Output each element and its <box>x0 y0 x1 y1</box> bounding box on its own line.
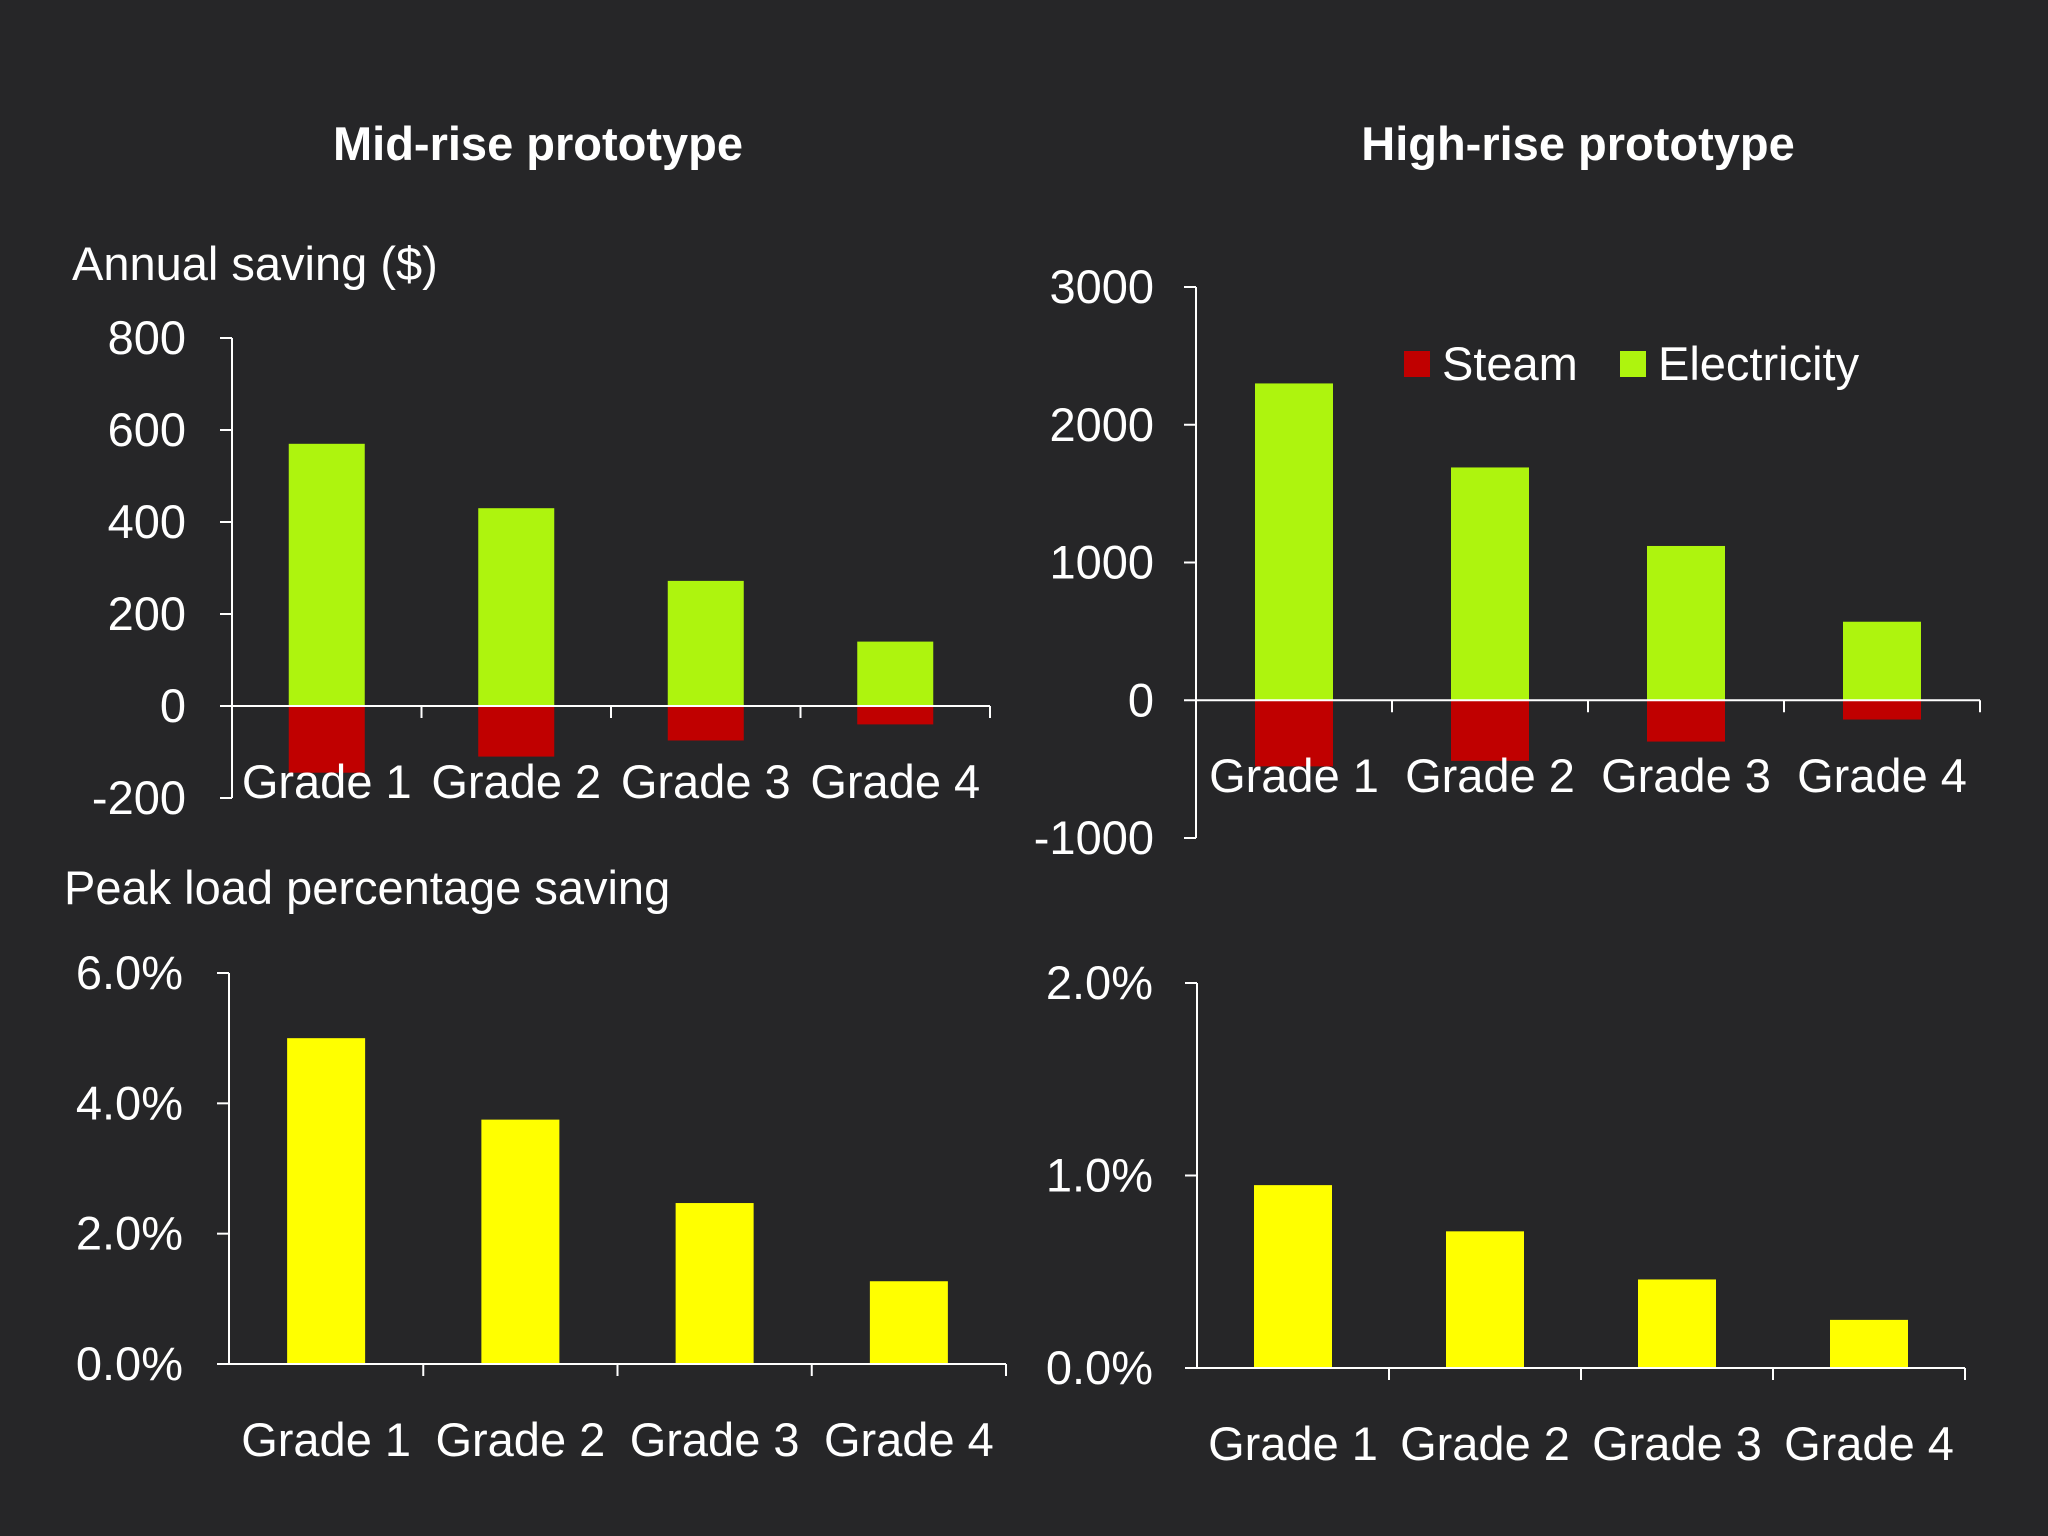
mid-peak-y-tick-label: 0.0% <box>76 1337 183 1390</box>
high-annual-bar-steam-4 <box>1843 700 1921 720</box>
high-peak-bar-peak-load-saving--2 <box>1446 1231 1524 1368</box>
mid-peak-category-label: Grade 3 <box>630 1413 800 1466</box>
high-annual-y-tick-label: 0 <box>1128 673 1154 726</box>
mid-peak-category-label: Grade 1 <box>241 1413 411 1466</box>
high-annual-category-label: Grade 2 <box>1405 749 1575 802</box>
mid-peak-bar-peak-load-saving--1 <box>287 1038 366 1364</box>
high-annual-category-label: Grade 3 <box>1601 749 1771 802</box>
high-annual-y-tick-label: 1000 <box>1049 536 1154 589</box>
mid-peak-bar-peak-load-saving--2 <box>481 1119 560 1364</box>
annual-saving-label: Annual saving ($) <box>72 237 438 290</box>
mid-annual-y-tick-label: 0 <box>160 679 186 732</box>
high-annual-y-tick-label: 3000 <box>1049 260 1154 313</box>
mid-annual-y-tick-label: 200 <box>108 587 186 640</box>
legend: Steam Electricity <box>1404 337 1860 390</box>
high-peak-category-label: Grade 4 <box>1784 1417 1954 1470</box>
high-annual-category-label: Grade 4 <box>1797 749 1967 802</box>
mid-rise-title: Mid-rise prototype <box>333 117 743 170</box>
high-peak-y-tick-label: 0.0% <box>1046 1341 1153 1394</box>
high-rise-peak-load-chart: 2.0% 1.0% 0.0% Grade 1 Grade 2 Grade 3 Grade 4 <box>1046 956 1966 1470</box>
mid-annual-category-label: Grade 2 <box>431 755 601 808</box>
high-peak-y-tick-label: 2.0% <box>1046 956 1153 1009</box>
mid-annual-y-tick-label: 400 <box>108 495 186 548</box>
mid-annual-bar-steam-2 <box>478 706 555 757</box>
high-peak-y-tick-label: 1.0% <box>1046 1149 1153 1202</box>
legend-steam-swatch <box>1404 351 1430 377</box>
mid-peak-bar-peak-load-saving--4 <box>869 1281 948 1364</box>
high-annual-bar-electricity-2 <box>1451 467 1529 701</box>
high-peak-bar-peak-load-saving--3 <box>1638 1279 1716 1368</box>
legend-electricity-label: Electricity <box>1658 337 1860 390</box>
mid-annual-y-tick-label: 800 <box>108 311 186 364</box>
high-peak-category-label: Grade 1 <box>1208 1417 1378 1470</box>
mid-annual-category-label: Grade 3 <box>621 755 791 808</box>
high-annual-category-label: Grade 1 <box>1209 749 1379 802</box>
high-rise-annual-saving-chart: 3000 2000 1000 0 -1000 Grade 1 Grade 2 Grade 3 G… <box>1034 260 1981 864</box>
high-annual-bar-electricity-4 <box>1843 621 1921 701</box>
high-peak-category-label: Grade 3 <box>1592 1417 1762 1470</box>
mid-annual-bar-electricity-3 <box>667 580 744 706</box>
high-annual-bar-electricity-3 <box>1647 545 1725 701</box>
mid-peak-category-label: Grade 4 <box>824 1413 994 1466</box>
mid-annual-bar-electricity-1 <box>288 443 365 706</box>
mid-annual-bar-steam-4 <box>857 706 934 725</box>
mid-annual-category-label: Grade 4 <box>810 755 980 808</box>
mid-rise-annual-saving-chart: 800 600 400 200 0 -200 Grade 1 Grade 2 Grade 3 Gr… <box>92 311 991 824</box>
high-annual-bar-steam-3 <box>1647 700 1725 742</box>
mid-rise-peak-load-chart: 6.0% 4.0% 2.0% 0.0% Grade 1 Grade 2 Grade 3 Gra… <box>76 946 1007 1466</box>
high-peak-category-label: Grade 2 <box>1400 1417 1570 1470</box>
mid-annual-bar-steam-3 <box>667 706 744 741</box>
mid-peak-y-tick-label: 6.0% <box>76 946 183 999</box>
high-rise-title: High-rise prototype <box>1361 117 1794 170</box>
legend-electricity-swatch <box>1620 351 1646 377</box>
mid-peak-category-label: Grade 2 <box>435 1413 605 1466</box>
peak-load-label: Peak load percentage saving <box>64 861 670 914</box>
mid-annual-y-tick-label: 600 <box>108 403 186 456</box>
high-annual-bar-electricity-1 <box>1255 383 1333 701</box>
high-peak-bar-peak-load-saving--1 <box>1254 1185 1332 1368</box>
legend-steam-label: Steam <box>1442 337 1578 390</box>
mid-annual-bar-electricity-4 <box>857 641 934 706</box>
mid-peak-bar-peak-load-saving--3 <box>675 1203 754 1364</box>
mid-annual-bar-steam-1 <box>288 706 365 773</box>
high-annual-y-tick-label: -1000 <box>1034 811 1154 864</box>
mid-peak-y-tick-label: 4.0% <box>76 1076 183 1129</box>
high-annual-bar-steam-1 <box>1255 700 1333 767</box>
high-annual-bar-steam-2 <box>1451 700 1529 761</box>
mid-annual-bar-electricity-2 <box>478 508 555 706</box>
high-annual-y-tick-label: 2000 <box>1049 398 1154 451</box>
mid-annual-y-tick-label: -200 <box>92 771 186 824</box>
mid-annual-category-label: Grade 1 <box>242 755 412 808</box>
high-peak-bar-peak-load-saving--4 <box>1830 1319 1908 1368</box>
mid-peak-y-tick-label: 2.0% <box>76 1207 183 1260</box>
